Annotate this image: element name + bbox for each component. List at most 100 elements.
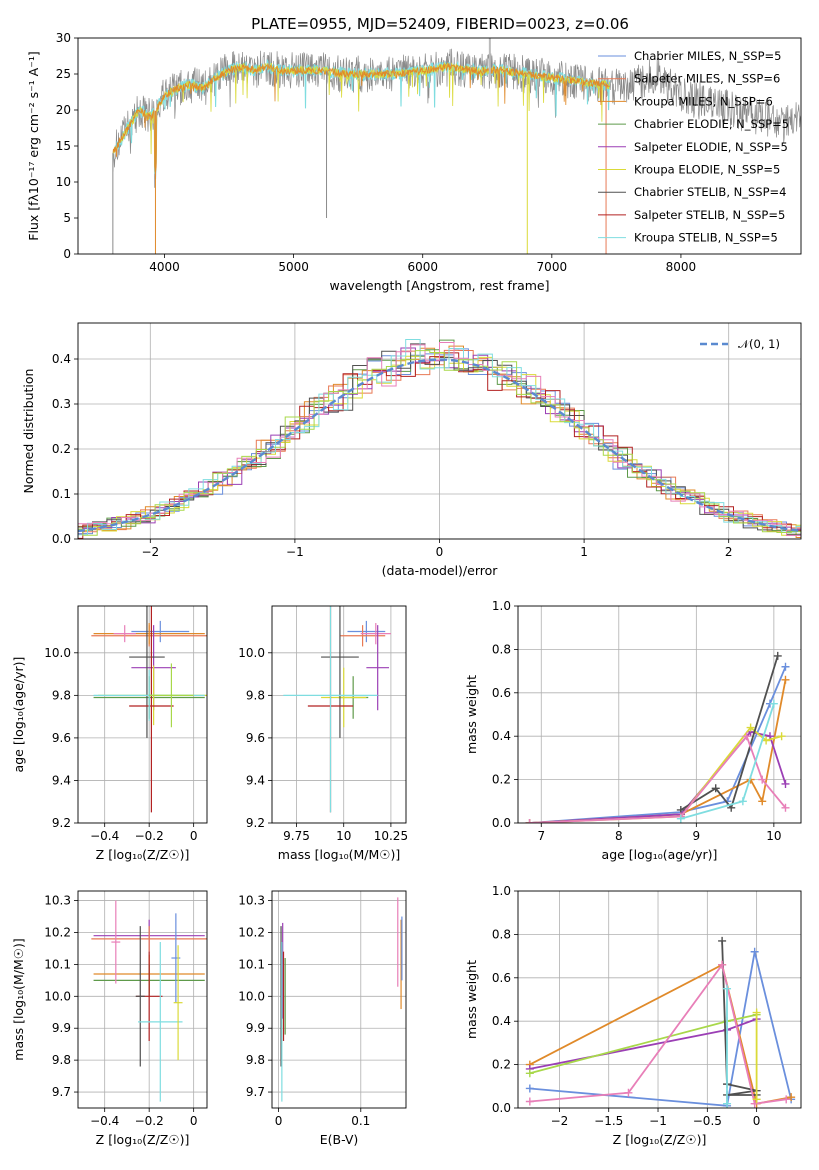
y-tick-label: 0.8 bbox=[492, 642, 511, 656]
x-tick-label: −0.2 bbox=[135, 829, 164, 843]
axes-frame bbox=[271, 890, 407, 1109]
x-axis-label: Z [log₁₀(Z/Z☉)] bbox=[96, 847, 190, 862]
x-tick-label: 1 bbox=[580, 545, 588, 559]
weight-marker bbox=[781, 675, 790, 684]
plot-area-age_vs_mass bbox=[272, 606, 406, 823]
histogram-series bbox=[78, 339, 801, 536]
y-axis-label: mass [log₁₀(M/M☉)] bbox=[11, 938, 26, 1060]
weight-marker bbox=[752, 1008, 761, 1017]
weight-marker bbox=[750, 947, 759, 956]
axes-weight_vs_age: 7 8 9 10 0.0 0.2 0.4 0.6 0.8 1.0 age [log₁₀(age/yr… bbox=[464, 599, 802, 862]
weight-series bbox=[529, 726, 782, 823]
weight-marker bbox=[787, 1093, 796, 1102]
axes-residuals: −2 −1 0 1 2 0.0 0.1 0.2 0.3 0.4 (data-model)/error… bbox=[21, 322, 802, 578]
weight-marker bbox=[781, 662, 790, 671]
weight-marker bbox=[769, 699, 778, 708]
y-tick-label: 9.7 bbox=[246, 1085, 265, 1099]
legend-entry: Kroupa MILES, N_SSP=6 bbox=[634, 94, 773, 108]
weight-marker bbox=[750, 1099, 759, 1108]
plot-area-mass_vs_ebv bbox=[272, 891, 406, 1108]
x-tick-label: 0 bbox=[190, 1114, 198, 1128]
weight-marker bbox=[723, 984, 732, 993]
weight-marker bbox=[777, 732, 786, 741]
spectrum-line bbox=[112, 63, 610, 173]
histogram-series bbox=[78, 347, 801, 535]
axes-frame bbox=[77, 322, 802, 540]
x-axis-label: Z [log₁₀(Z/Z☉)] bbox=[96, 1132, 190, 1147]
y-tick-label: 9.4 bbox=[246, 773, 265, 787]
y-tick-label: 0.3 bbox=[52, 397, 71, 411]
weight-marker bbox=[525, 1069, 534, 1078]
weight-marker bbox=[758, 797, 767, 806]
axes-frame bbox=[77, 890, 208, 1109]
x-axis-label: (data-model)/error bbox=[382, 563, 499, 578]
x-tick-label: 7000 bbox=[537, 260, 568, 274]
weight-marker bbox=[781, 779, 790, 788]
x-tick-label: 5000 bbox=[278, 260, 309, 274]
axes-frame bbox=[77, 37, 802, 255]
y-tick-label: 0 bbox=[63, 247, 71, 261]
weight-marker bbox=[525, 1097, 534, 1106]
axes-frame bbox=[517, 605, 802, 824]
x-axis-label: E(B-V) bbox=[320, 1132, 359, 1147]
y-tick-label: 0.0 bbox=[52, 532, 71, 546]
x-axis-label: mass [log₁₀(M/M☉)] bbox=[278, 847, 400, 862]
weight-marker bbox=[624, 1088, 633, 1097]
histogram-series bbox=[78, 342, 801, 536]
plot-area-mass_vs_Z bbox=[78, 891, 207, 1108]
plot-area-age_vs_Z bbox=[78, 606, 207, 823]
figure-title: PLATE=0955, MJD=52409, FIBERID=0023, z=0… bbox=[251, 15, 629, 33]
y-tick-label: 10 bbox=[56, 175, 71, 189]
y-axis-label: Normed distribution bbox=[21, 369, 36, 494]
x-tick-label: 6000 bbox=[407, 260, 438, 274]
weight-marker bbox=[746, 723, 755, 732]
legend-entry: Salpeter MILES, N_SSP=6 bbox=[634, 72, 780, 86]
y-axis-label: Flux [fλ10⁻¹⁷ erg cm⁻² s⁻¹ A⁻¹] bbox=[26, 51, 41, 240]
x-tick-label: −0.4 bbox=[90, 829, 119, 843]
y-tick-label: 0.1 bbox=[52, 487, 71, 501]
axes-frame bbox=[517, 890, 802, 1109]
x-tick-label: −0.4 bbox=[90, 1114, 119, 1128]
y-tick-label: 9.7 bbox=[52, 1085, 71, 1099]
y-tick-label: 9.9 bbox=[246, 1021, 265, 1035]
weight-marker bbox=[762, 736, 771, 745]
y-tick-label: 0.8 bbox=[492, 927, 511, 941]
axes-mass_vs_Z: −0.4 −0.2 0 9.7 9.8 9.9 10.0 10.1 10.2 10.3 Z [log… bbox=[11, 890, 208, 1147]
y-tick-label: 9.8 bbox=[246, 688, 265, 702]
y-tick-label: 0.4 bbox=[492, 1014, 511, 1028]
weight-series bbox=[529, 666, 787, 823]
legend-entry: Salpeter STELIB, N_SSP=5 bbox=[634, 208, 785, 222]
y-tick-label: 10.1 bbox=[44, 957, 71, 971]
x-tick-label: −1.5 bbox=[594, 1114, 623, 1128]
histogram-series bbox=[78, 343, 801, 535]
weight-series bbox=[529, 963, 792, 1105]
y-tick-label: 10.2 bbox=[44, 925, 71, 939]
y-tick-label: 5 bbox=[63, 211, 71, 225]
weight-series bbox=[529, 679, 787, 823]
x-axis-label: wavelength [Angstrom, rest frame] bbox=[329, 278, 549, 293]
histogram-series bbox=[78, 350, 801, 536]
plot-area-residuals bbox=[78, 323, 801, 539]
weight-marker bbox=[758, 775, 767, 784]
weight-marker bbox=[738, 797, 747, 806]
y-tick-label: 0.0 bbox=[492, 1101, 511, 1115]
y-tick-label: 9.9 bbox=[52, 1021, 71, 1035]
weight-marker bbox=[781, 803, 790, 812]
x-tick-label: 4000 bbox=[149, 260, 180, 274]
y-tick-label: 10.0 bbox=[238, 989, 265, 1003]
y-tick-label: 0.6 bbox=[492, 971, 511, 985]
axes-weight_vs_Z: −2 −1.5 −1 −0.5 0 0.0 0.2 0.4 0.6 0.8 1.0 Z [log₁₀(… bbox=[464, 884, 802, 1147]
plot-area-weight_vs_age bbox=[518, 606, 801, 823]
x-tick-label: −2 bbox=[141, 545, 159, 559]
legend-entry: Chabrier ELODIE, N_SSP=5 bbox=[634, 117, 789, 131]
y-tick-label: 9.8 bbox=[52, 1053, 71, 1067]
weight-marker bbox=[742, 732, 751, 741]
y-tick-label: 20 bbox=[56, 103, 71, 117]
x-axis-label: Z [log₁₀(Z/Z☉)] bbox=[613, 1132, 707, 1147]
y-tick-label: 9.6 bbox=[246, 731, 265, 745]
y-tick-label: 10.2 bbox=[238, 925, 265, 939]
y-tick-label: 0.4 bbox=[52, 352, 71, 366]
y-tick-label: 1.0 bbox=[492, 599, 511, 613]
x-tick-label: 0 bbox=[275, 1114, 283, 1128]
